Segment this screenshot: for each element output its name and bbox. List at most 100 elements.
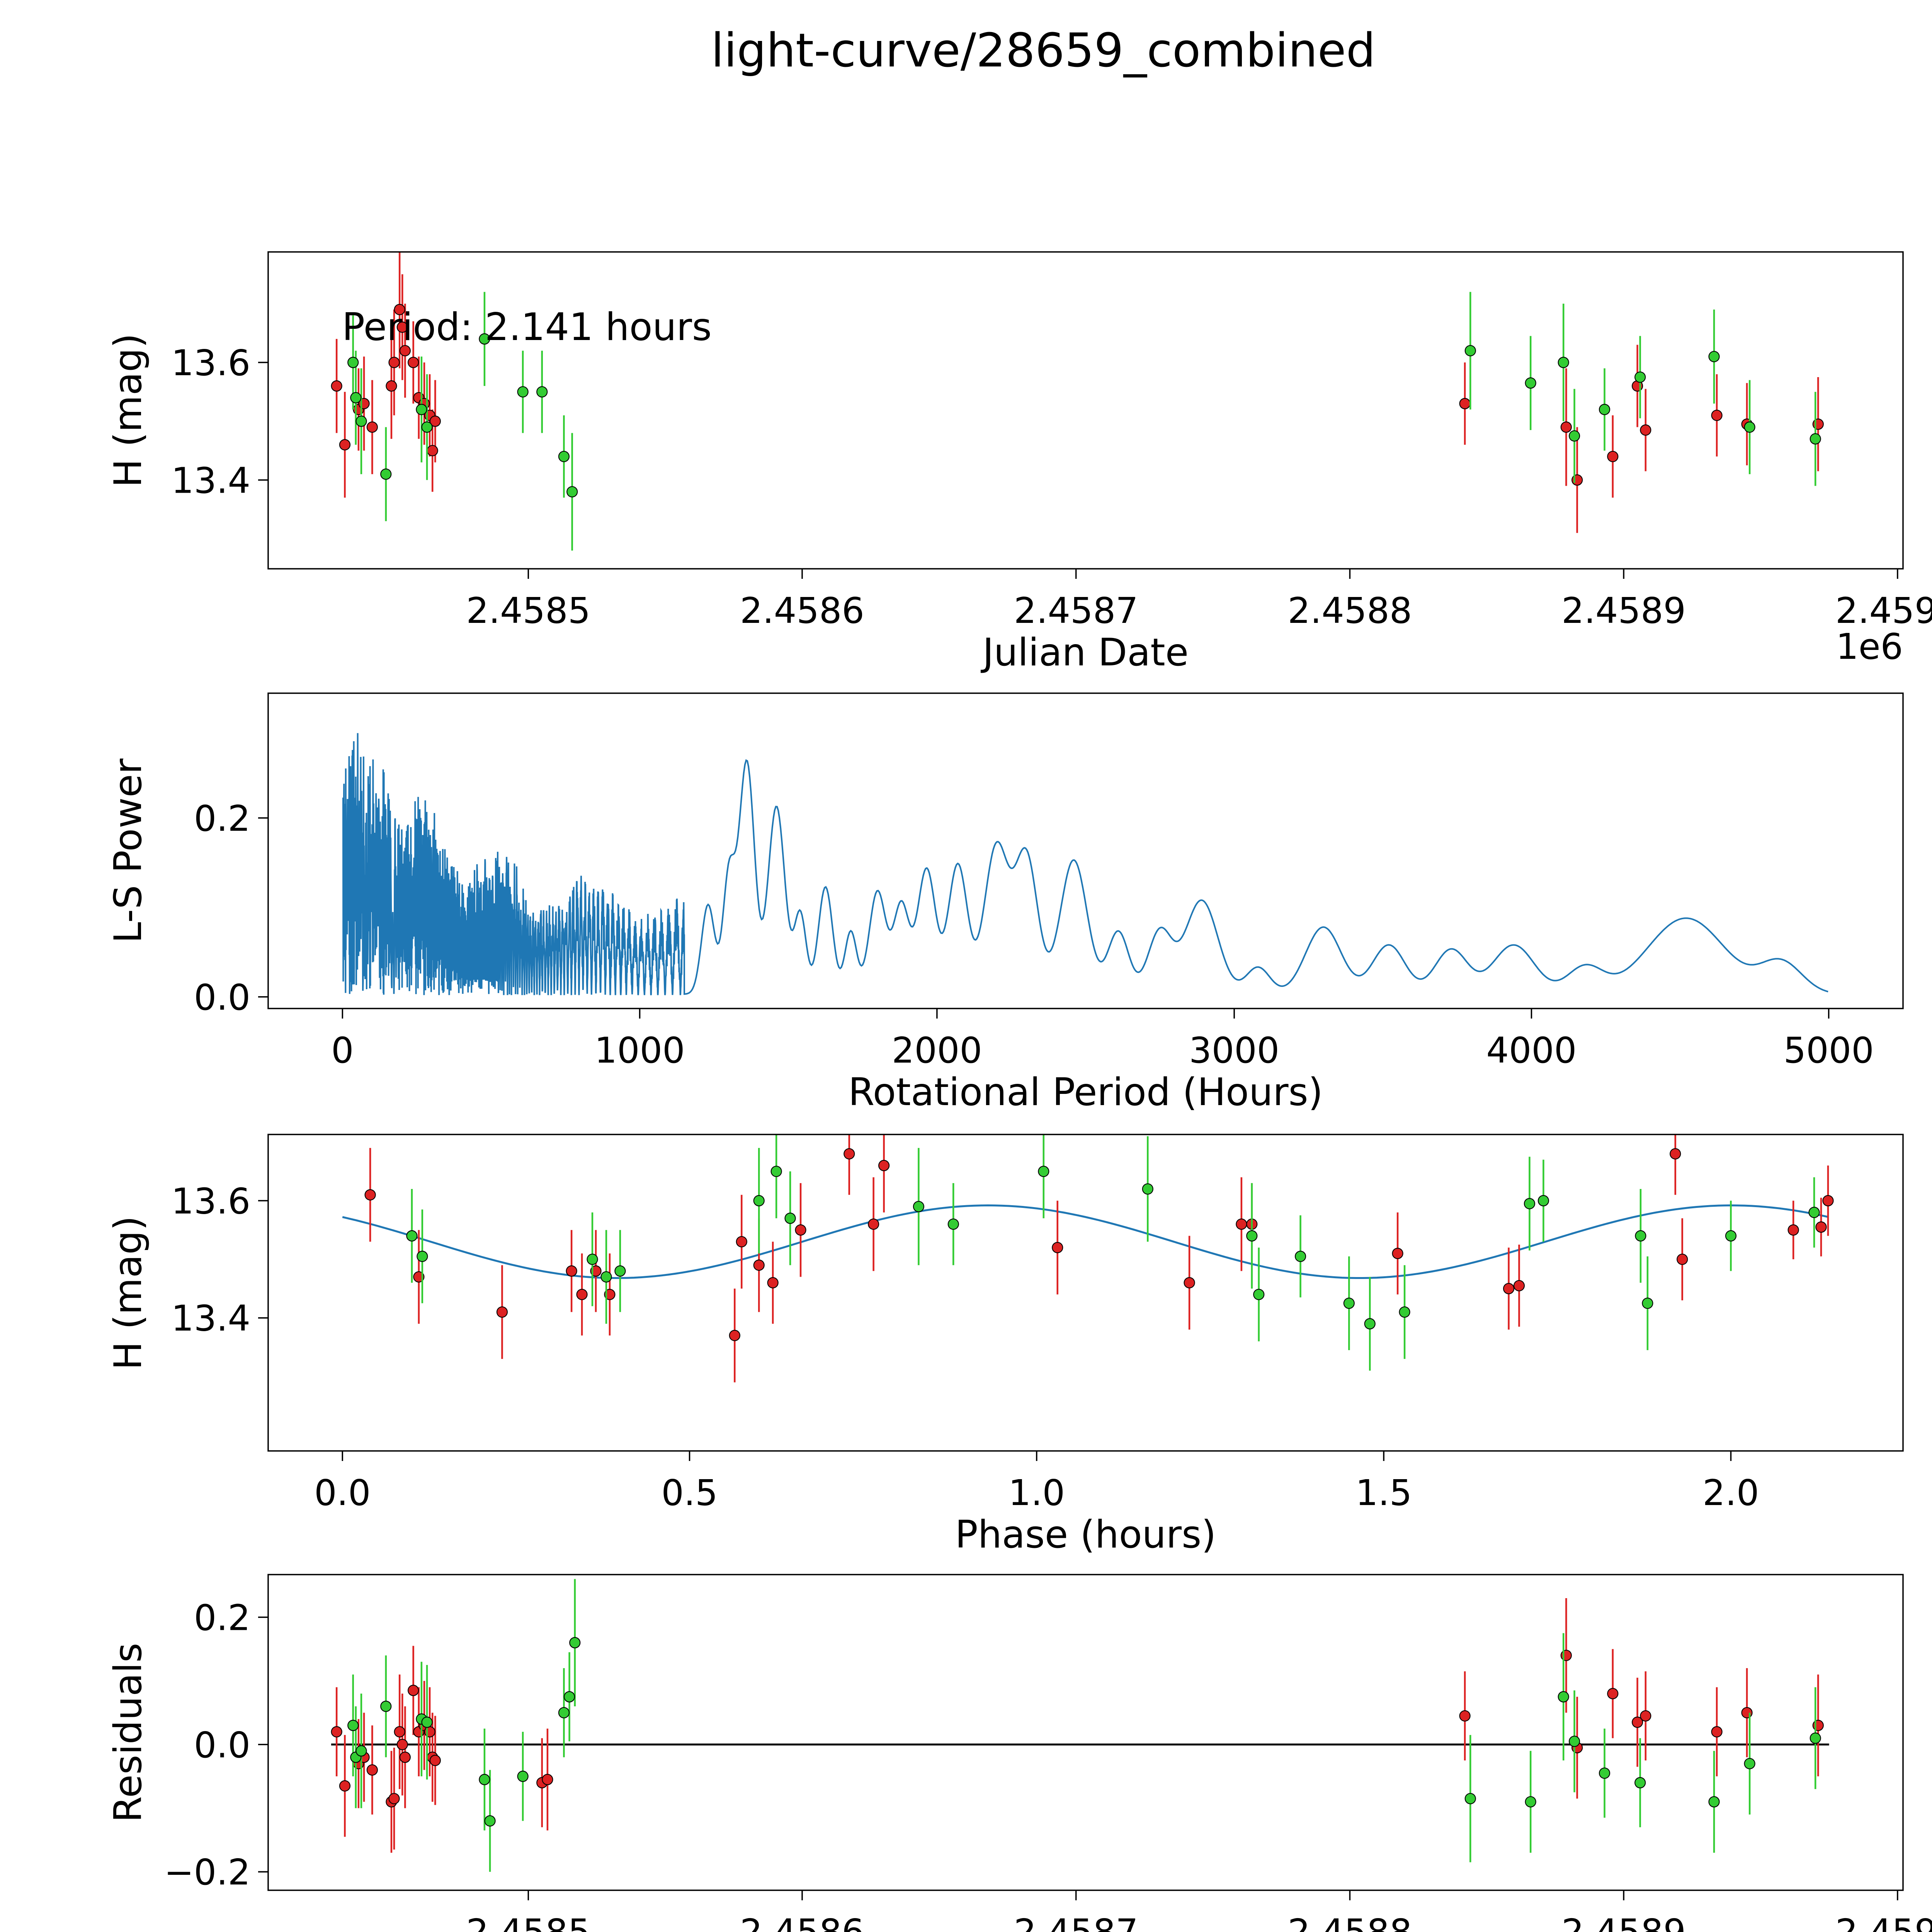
green-point — [569, 1637, 581, 1648]
tick-label: 2.4590 — [1835, 1912, 1932, 1932]
red-point — [1503, 1283, 1515, 1294]
tick-label: 13.4 — [171, 1298, 250, 1339]
red-point — [1459, 398, 1471, 410]
red-point — [386, 380, 397, 392]
green-point — [947, 1218, 959, 1230]
red-point — [1236, 1218, 1247, 1230]
green-point — [355, 1745, 367, 1757]
phase-x-axis-label: Phase (hours) — [955, 1513, 1216, 1557]
tick-label: 13.6 — [171, 342, 250, 384]
red-point — [331, 380, 342, 392]
periodogram-line — [342, 733, 1828, 995]
red-point — [399, 345, 411, 357]
green-point — [1744, 421, 1755, 433]
fit-curve — [342, 1204, 1828, 1279]
red-point — [1560, 1650, 1572, 1661]
green-point — [1635, 1230, 1646, 1242]
green-point — [1568, 430, 1580, 442]
green-point — [347, 357, 359, 368]
green-point — [784, 1213, 796, 1224]
green-point — [1568, 1735, 1580, 1747]
green-point — [1744, 1758, 1755, 1769]
lightcurve-x-offset-label: 1e6 — [1836, 626, 1903, 667]
red-point — [408, 1685, 419, 1696]
green-point — [1810, 1732, 1821, 1744]
green-point — [517, 386, 529, 398]
green-point — [1343, 1298, 1355, 1309]
green-point — [1038, 1165, 1049, 1177]
tick-label: 0.2 — [194, 1597, 250, 1638]
green-point — [1708, 351, 1720, 362]
tick-label: 2.4588 — [1287, 590, 1412, 631]
green-point — [1810, 433, 1821, 445]
phase-y-axis-label: H (mag) — [106, 1216, 150, 1370]
red-point — [1607, 1688, 1619, 1699]
tick-label: 2.4586 — [740, 1912, 864, 1932]
green-point — [563, 1691, 575, 1702]
red-point — [366, 421, 378, 433]
tick-label: 2.4585 — [466, 590, 590, 631]
red-point — [427, 445, 438, 456]
red-point — [339, 439, 351, 451]
green-point — [566, 486, 578, 498]
tick-label: 0.0 — [194, 1725, 250, 1766]
green-point — [421, 1716, 433, 1728]
green-point — [1142, 1183, 1153, 1195]
green-point — [479, 1774, 490, 1785]
periodogram-y-axis-label: L-S Power — [106, 759, 150, 943]
red-point — [388, 357, 400, 368]
red-point — [753, 1259, 765, 1271]
green-point — [1708, 1796, 1720, 1808]
red-point — [408, 357, 419, 368]
green-point — [517, 1770, 529, 1782]
tick-label: 3000 — [1189, 1030, 1279, 1071]
red-point — [729, 1330, 740, 1341]
green-point — [753, 1195, 765, 1206]
red-point — [1711, 1726, 1723, 1738]
red-point — [331, 1726, 342, 1738]
red-point — [394, 304, 405, 315]
red-point — [388, 1793, 400, 1804]
red-point — [1670, 1148, 1681, 1160]
lightcurve-plot-area — [331, 252, 1824, 551]
periodogram-axes-box — [267, 692, 1904, 1009]
tick-label: 0.0 — [194, 977, 250, 1018]
red-point — [1459, 1710, 1471, 1722]
tick-label: 13.4 — [171, 460, 250, 501]
red-point — [424, 1726, 435, 1738]
green-point — [1294, 1250, 1306, 1262]
tick-label: 0.2 — [194, 798, 250, 839]
red-point — [795, 1224, 806, 1236]
green-point — [770, 1165, 782, 1177]
red-point — [844, 1148, 855, 1160]
red-point — [566, 1265, 577, 1277]
red-point — [1392, 1248, 1403, 1259]
green-point — [380, 1701, 392, 1712]
green-point — [1253, 1289, 1265, 1300]
residuals-plot-area — [331, 1579, 1829, 1872]
red-point — [1560, 421, 1572, 433]
red-point — [1571, 474, 1583, 486]
green-point — [536, 386, 548, 398]
green-point — [416, 404, 427, 415]
green-point — [913, 1201, 925, 1213]
tick-label: 2.4590 — [1835, 590, 1932, 631]
red-point — [1513, 1280, 1525, 1291]
lightcurve-axes-box — [267, 251, 1904, 570]
tick-label: 1.5 — [1355, 1472, 1412, 1514]
red-point — [1640, 1710, 1651, 1722]
red-point — [1184, 1277, 1195, 1289]
tick-label: 4000 — [1486, 1030, 1577, 1071]
red-point — [1812, 418, 1824, 430]
red-point — [542, 1774, 553, 1785]
green-point — [1525, 1796, 1536, 1808]
tick-label: 0 — [331, 1030, 354, 1071]
red-point — [1822, 1195, 1834, 1206]
red-point — [1677, 1253, 1688, 1265]
tick-label: 2.4588 — [1287, 1912, 1412, 1932]
red-point — [339, 1780, 351, 1792]
green-point — [1524, 1198, 1536, 1209]
periodogram-plot-area — [342, 733, 1828, 995]
tick-label: 2000 — [892, 1030, 982, 1071]
